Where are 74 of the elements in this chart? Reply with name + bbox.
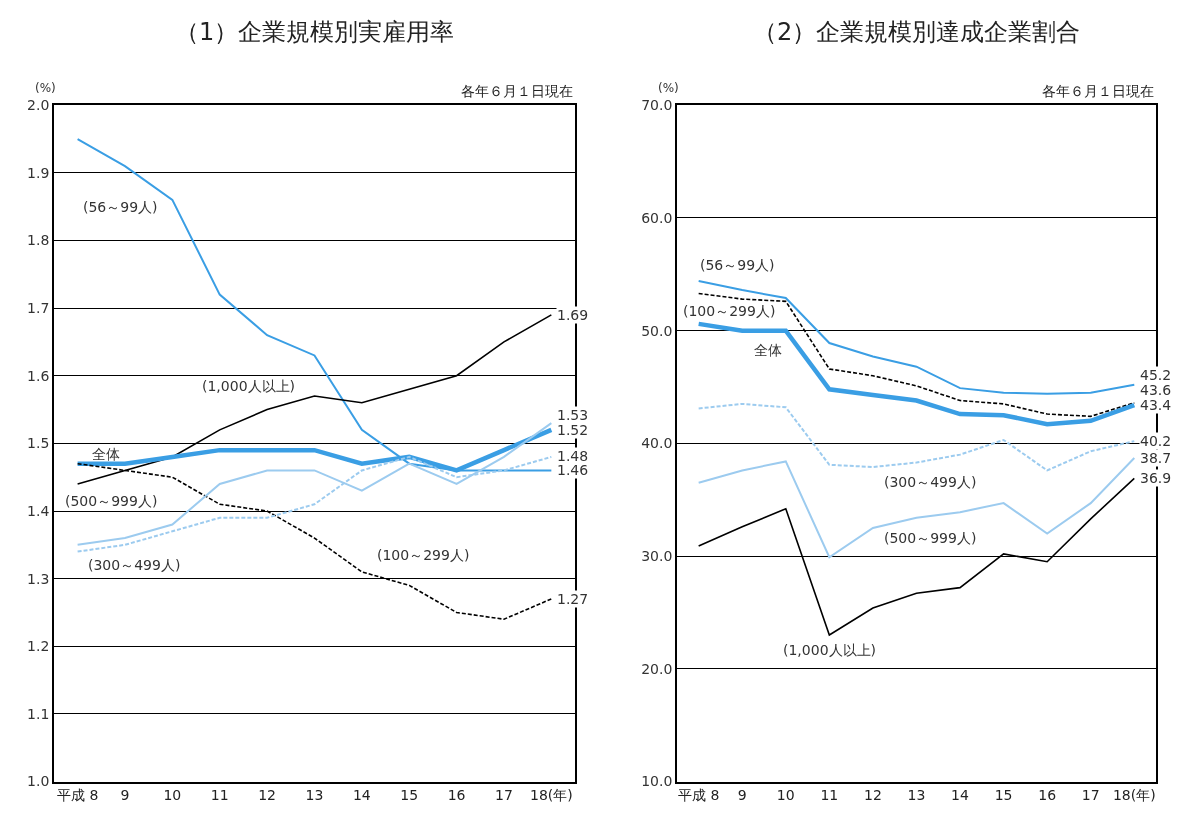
y-tick-label: 1.0 bbox=[27, 773, 50, 790]
text: 各年６月１日現在 bbox=[461, 83, 573, 99]
y-tick-label: 2.0 bbox=[27, 97, 50, 114]
data-label: 1.69 bbox=[557, 307, 589, 323]
data-label: 36.9 bbox=[1140, 470, 1172, 486]
y-axis-title: (%) bbox=[35, 81, 56, 95]
x-tick-label: 9 bbox=[737, 787, 747, 804]
series-label: 全体 bbox=[754, 342, 782, 358]
line-series bbox=[76, 138, 553, 472]
text: 各年６月１日現在 bbox=[1042, 83, 1154, 99]
chart-title: （1）企業規模別実雇用率 bbox=[175, 18, 455, 46]
series-label: (1,000人以上) bbox=[202, 378, 296, 394]
series-label: (300～499人) bbox=[884, 474, 977, 490]
x-tick-label: 17 bbox=[495, 787, 513, 804]
y-tick-label: 50.0 bbox=[641, 322, 673, 339]
series-label: (1,000人以上) bbox=[783, 642, 877, 658]
y-tick-label: 1.7 bbox=[27, 300, 50, 316]
x-tick-label: 11 bbox=[210, 787, 229, 804]
y-axis-title: (%) bbox=[658, 81, 679, 95]
y-tick-label: 1.2 bbox=[27, 638, 50, 655]
series-label: (500～999人) bbox=[65, 493, 158, 509]
series-label: (100～299人) bbox=[377, 547, 470, 563]
y-tick-label: 1.3 bbox=[27, 570, 50, 587]
y-tick-label: 1.1 bbox=[27, 705, 50, 722]
chart-title: （2）企業規模別達成企業割合 bbox=[753, 18, 1081, 46]
x-tick-label: 15 bbox=[400, 787, 419, 804]
series-label: (56～99人) bbox=[700, 257, 775, 273]
data-label: 45.2 bbox=[1140, 367, 1172, 383]
x-tick-label: 18(年) bbox=[1112, 787, 1156, 804]
data-label: 1.48 bbox=[557, 448, 589, 464]
data-label: 1.46 bbox=[557, 462, 589, 478]
y-tick-label: 1.5 bbox=[27, 435, 50, 452]
y-tick-label: 60.0 bbox=[641, 209, 673, 226]
x-tick-label: 10 bbox=[163, 787, 182, 804]
x-tick-label: 10 bbox=[776, 787, 795, 804]
data-label: 43.4 bbox=[1140, 397, 1172, 413]
y-tick-label: 20.0 bbox=[641, 660, 673, 677]
x-tick-label: 13 bbox=[907, 787, 926, 804]
data-label: 40.2 bbox=[1140, 433, 1172, 449]
data-label: 1.27 bbox=[557, 591, 589, 607]
x-tick-label: 15 bbox=[994, 787, 1013, 804]
x-tick-label: 14 bbox=[352, 787, 371, 804]
series-label: (56～99人) bbox=[83, 199, 158, 215]
y-tick-label: 40.0 bbox=[641, 435, 673, 452]
x-tick-label: 13 bbox=[305, 787, 324, 804]
x-tick-label: 18(年) bbox=[529, 787, 573, 804]
y-tick-label: 1.4 bbox=[27, 502, 50, 519]
x-tick-label: 12 bbox=[864, 787, 882, 804]
x-tick-label: 16 bbox=[447, 787, 466, 804]
series-label: (500～999人) bbox=[884, 530, 977, 546]
line-series bbox=[697, 457, 1136, 559]
series-label: (100～299人) bbox=[683, 303, 776, 319]
x-tick-label: 17 bbox=[1081, 787, 1100, 804]
line-series bbox=[696, 321, 1137, 427]
x-tick-label: 16 bbox=[1038, 787, 1057, 804]
y-tick-label: 1.6 bbox=[27, 367, 50, 384]
y-tick-label: 1.9 bbox=[27, 164, 50, 181]
y-tick-label: 1.8 bbox=[27, 232, 50, 249]
x-tick-label: 9 bbox=[120, 787, 130, 804]
x-tick-label: 平成 8 bbox=[677, 787, 720, 804]
data-label: 38.7 bbox=[1140, 450, 1172, 466]
series-label: 全体 bbox=[92, 446, 120, 462]
y-tick-label: 30.0 bbox=[641, 548, 673, 564]
series-label: (300～499人) bbox=[88, 557, 181, 573]
x-tick-label: 12 bbox=[258, 787, 277, 804]
x-tick-label: 平成 8 bbox=[56, 787, 99, 804]
data-label: 43.6 bbox=[1140, 382, 1172, 398]
x-tick-label: 11 bbox=[820, 787, 839, 804]
line-series bbox=[697, 402, 1136, 472]
x-tick-label: 14 bbox=[951, 787, 970, 804]
data-label: 1.52 bbox=[557, 422, 589, 438]
y-tick-label: 70.0 bbox=[641, 97, 673, 114]
data-label: 1.53 bbox=[557, 407, 589, 423]
y-tick-label: 10.0 bbox=[641, 773, 673, 790]
